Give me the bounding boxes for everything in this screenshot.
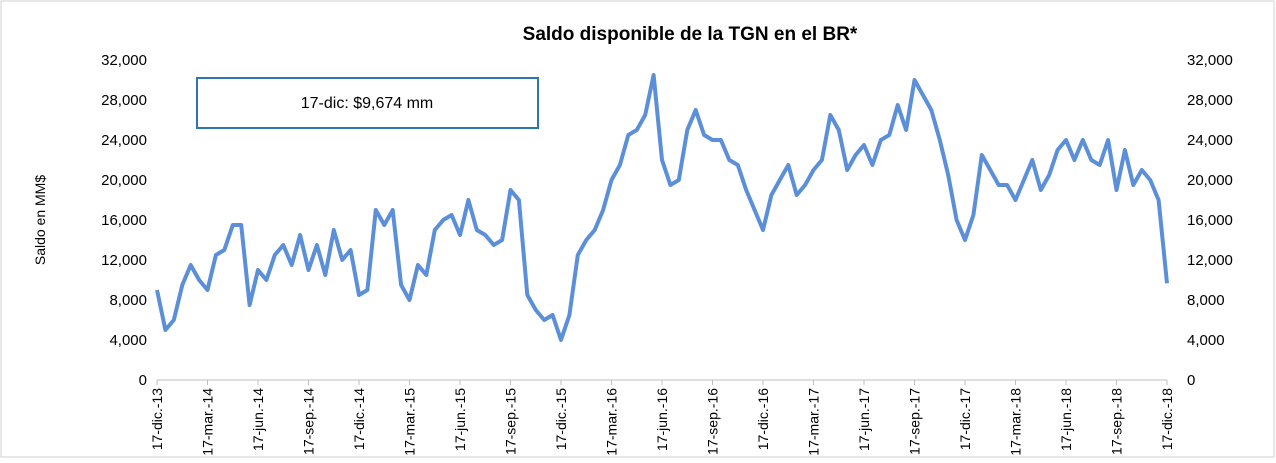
chart-title: Saldo disponible de la TGN en el BR* bbox=[523, 24, 858, 45]
y2-tick-label: 12,000 bbox=[1187, 252, 1233, 269]
y2-tick-label: 32,000 bbox=[1187, 52, 1233, 69]
x-tick-label: 17-jun.-18 bbox=[1058, 388, 1074, 451]
x-tick-label: 17-jun.-14 bbox=[250, 388, 266, 451]
x-tick-label: 17-jun.-16 bbox=[654, 388, 670, 451]
y2-tick-label: 20,000 bbox=[1187, 172, 1233, 189]
x-tick-label: 17-jun.-17 bbox=[856, 388, 872, 451]
x-tick-label: 17-dic.-15 bbox=[553, 388, 569, 450]
x-tick-label: 17-sep.-17 bbox=[907, 388, 923, 455]
x-tick-label: 17-sep.-18 bbox=[1109, 388, 1125, 455]
y-axis-label: Saldo en MM$ bbox=[32, 175, 48, 265]
data-line bbox=[155, 73, 1169, 342]
y2-tick-label: 4,000 bbox=[1187, 332, 1225, 349]
y-tick-label: 12,000 bbox=[101, 252, 147, 269]
x-tick-label: 17-dic.-14 bbox=[351, 388, 367, 450]
y2-tick-label: 16,000 bbox=[1187, 212, 1233, 229]
annotation: 17-dic: $9,674 mm bbox=[301, 95, 434, 112]
x-tick-label: 17-mar.-18 bbox=[1008, 388, 1024, 456]
x-tick-label: 17-dic.-17 bbox=[957, 388, 973, 450]
x-tick-label: 17-dic.-16 bbox=[755, 388, 771, 450]
x-tick-label: 17-sep.-14 bbox=[301, 388, 317, 455]
x-tick-label: 17-dic.-13 bbox=[149, 388, 165, 450]
y-tick-label: 24,000 bbox=[101, 132, 147, 149]
y-tick-label: 32,000 bbox=[101, 52, 147, 69]
x-tick-label: 17-jun.-15 bbox=[452, 388, 468, 451]
y-tick-label: 28,000 bbox=[101, 92, 147, 109]
x-tick-label: 17-mar.-15 bbox=[402, 388, 418, 456]
x-tick-label: 17-mar.-14 bbox=[200, 388, 216, 456]
y-tick-label: 20,000 bbox=[101, 172, 147, 189]
x-tick-label: 17-sep.-15 bbox=[503, 388, 519, 455]
y2-tick-label: 24,000 bbox=[1187, 132, 1233, 149]
x-tick-label: 17-dic.-18 bbox=[1159, 388, 1175, 450]
x-tick-label: 17-mar.-16 bbox=[604, 388, 620, 456]
y-tick-label: 8,000 bbox=[109, 292, 147, 309]
y-tick-label: 16,000 bbox=[101, 212, 147, 229]
y-tick-label: 0 bbox=[139, 372, 147, 389]
y2-tick-label: 8,000 bbox=[1187, 292, 1225, 309]
y2-tick-label: 28,000 bbox=[1187, 92, 1233, 109]
y2-tick-label: 0 bbox=[1187, 372, 1195, 389]
x-tick-label: 17-sep.-16 bbox=[705, 388, 721, 455]
x-tick-label: 17-mar.-17 bbox=[806, 388, 822, 456]
annotation-box bbox=[196, 77, 539, 129]
y-tick-label: 4,000 bbox=[109, 332, 147, 349]
